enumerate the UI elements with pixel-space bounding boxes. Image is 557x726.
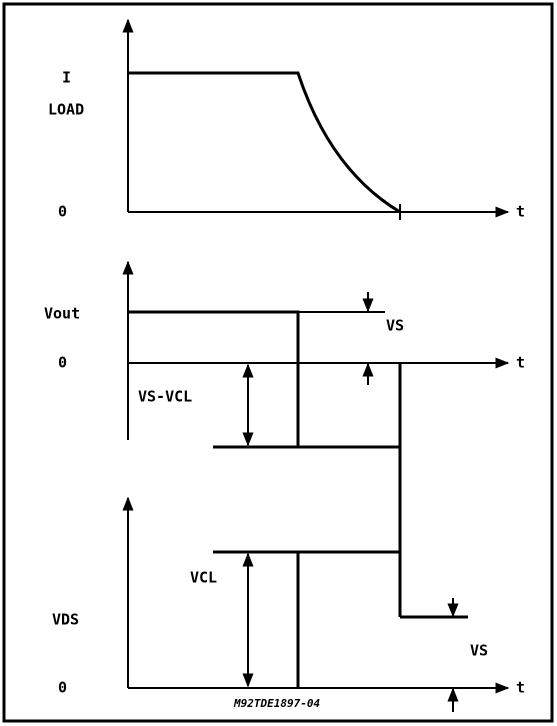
label: VS <box>386 317 404 335</box>
vds-plot: VCL VDS 0 t VS <box>52 496 525 712</box>
label: t <box>516 679 525 697</box>
label: VS-VCL <box>138 388 192 406</box>
label: I <box>62 69 71 87</box>
label: t <box>516 203 525 221</box>
label: t <box>516 354 525 372</box>
label: LOAD <box>48 101 84 119</box>
label: Vout <box>44 305 80 323</box>
load-plot: I LOAD 0 t <box>48 18 525 221</box>
label: 0 <box>58 354 67 372</box>
caption: M92TDE1897-04 <box>233 697 320 710</box>
label: VCL <box>190 569 217 587</box>
vout-plot: Vout 0 t VS VS-VCL <box>44 260 525 617</box>
label: VDS <box>52 611 79 629</box>
label: 0 <box>58 679 67 697</box>
label: VS <box>470 642 488 660</box>
label: 0 <box>58 203 67 221</box>
